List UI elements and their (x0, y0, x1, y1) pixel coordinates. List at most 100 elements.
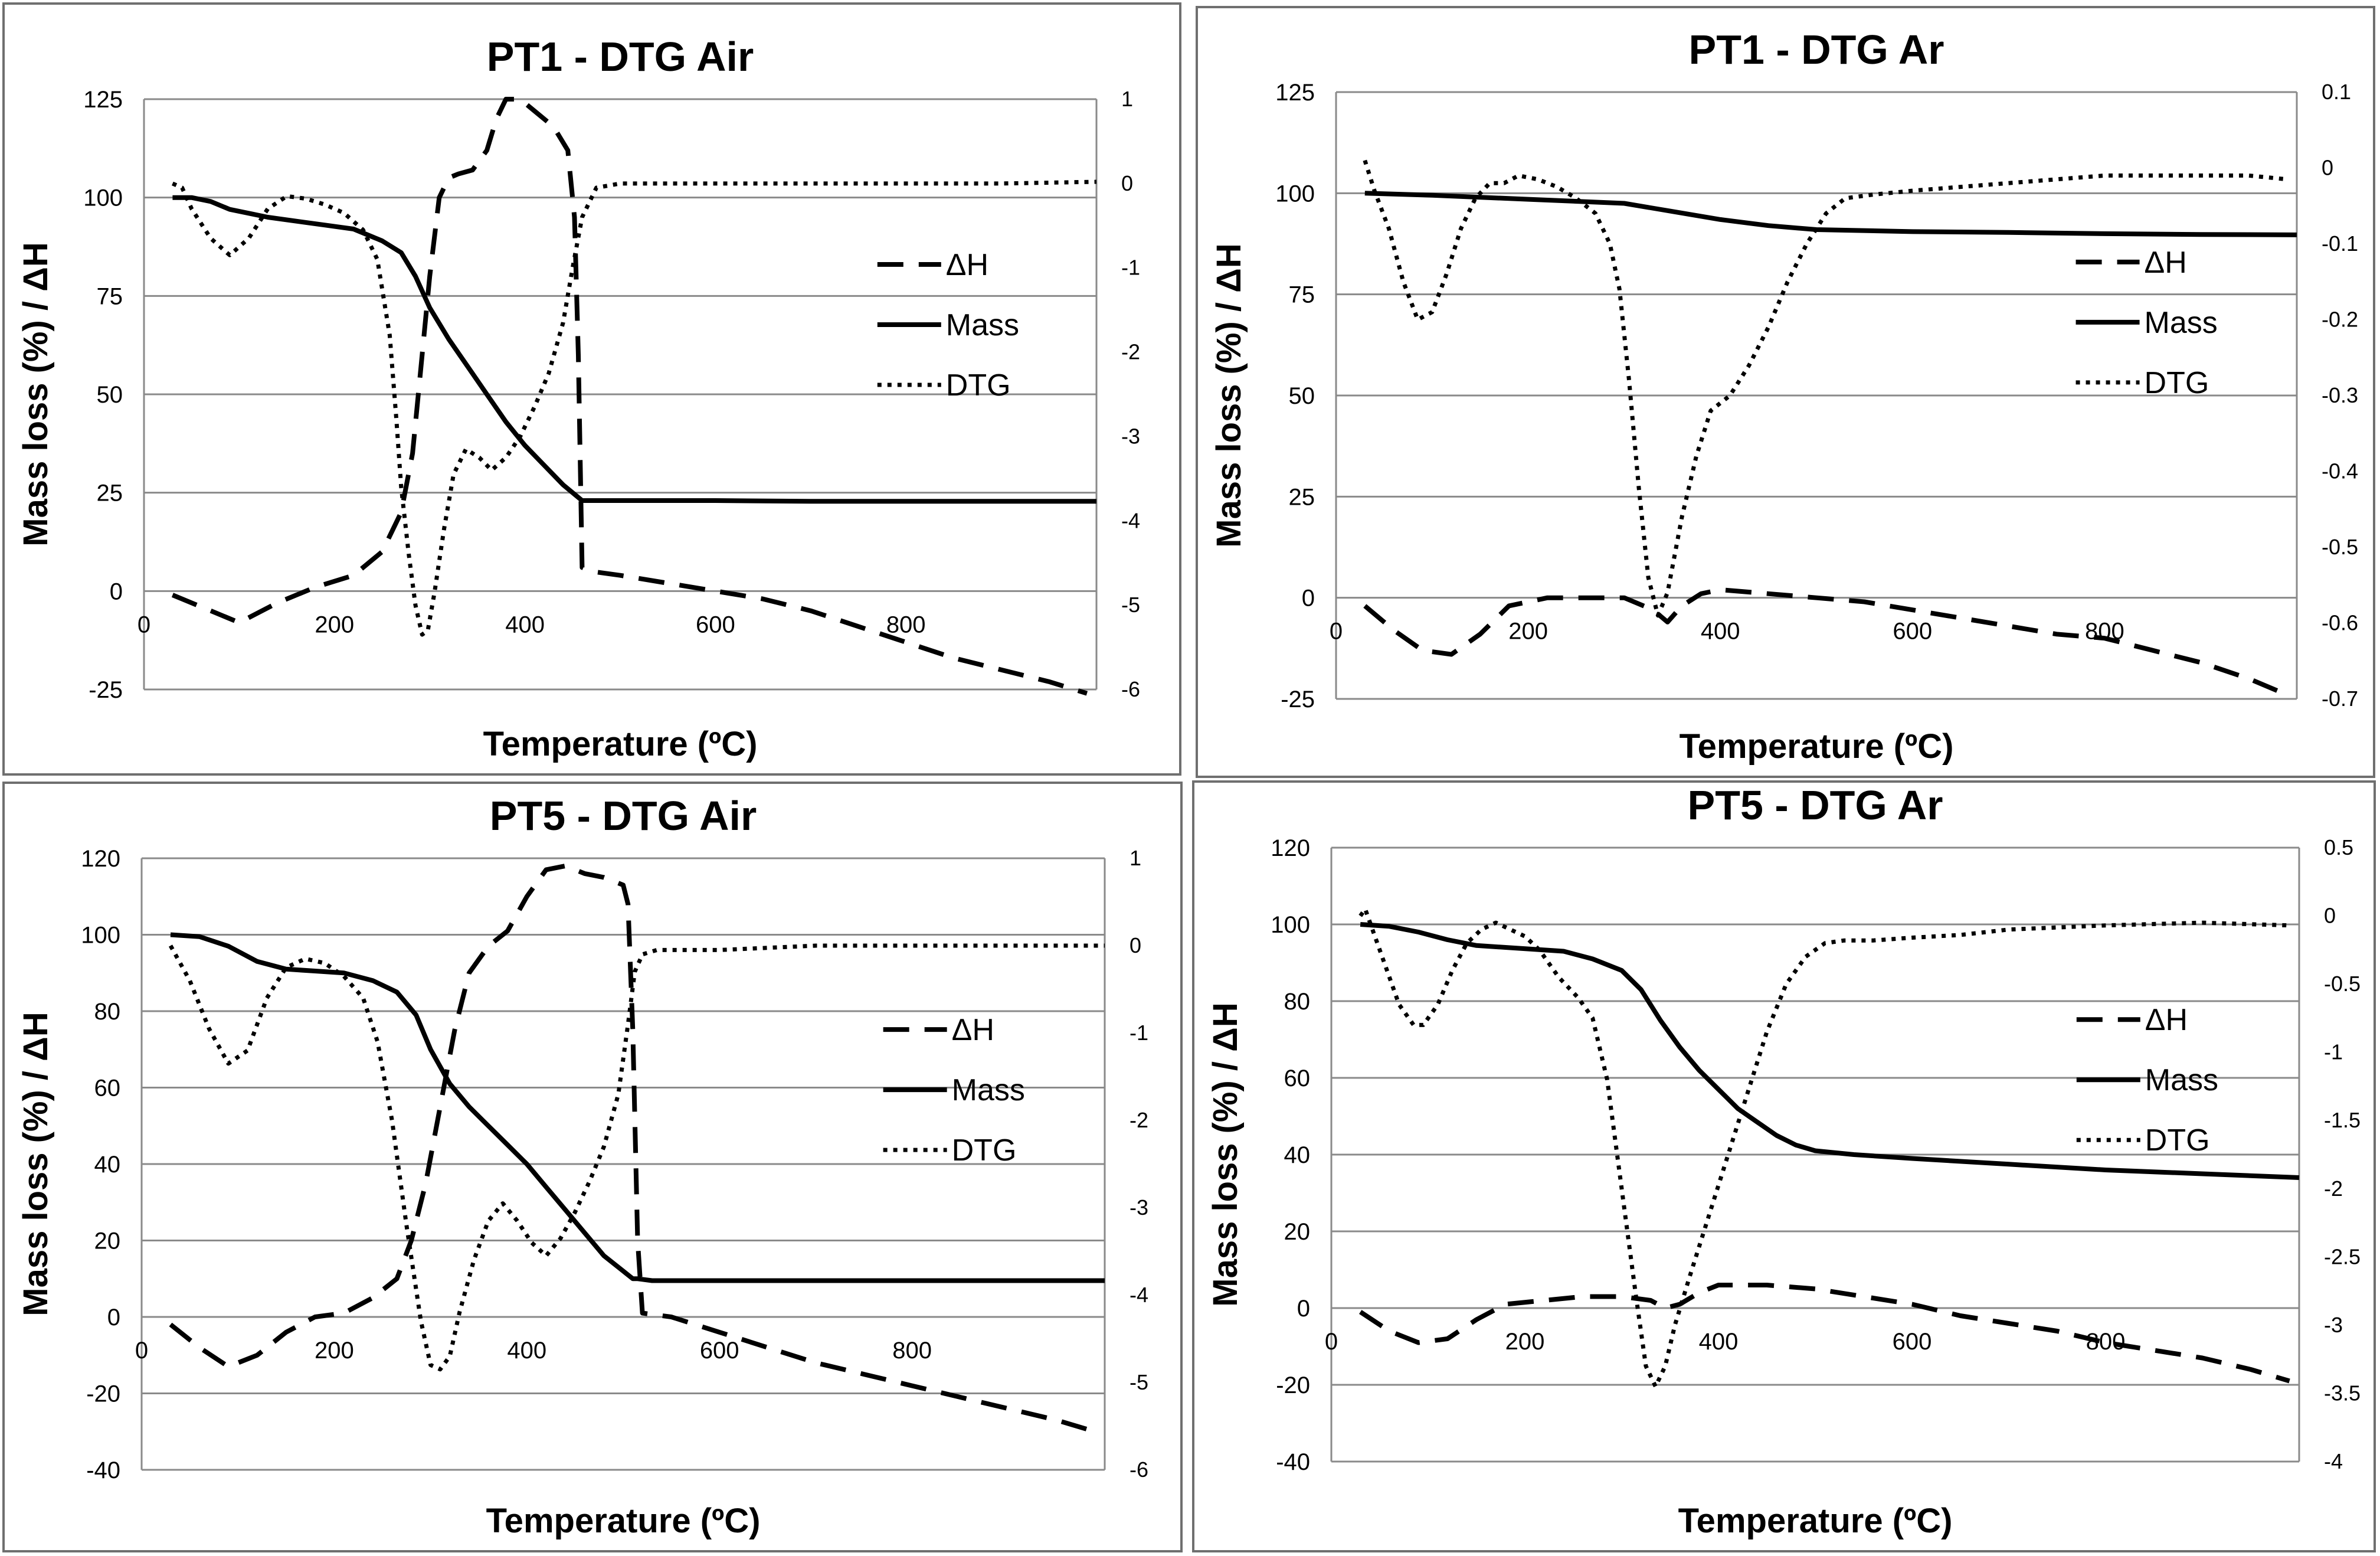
legend-label-dtg: DTG (952, 1133, 1017, 1168)
series-line-dtg (1363, 159, 2288, 618)
y2-tick-label: -0.4 (2322, 459, 2358, 483)
y2-tick-label: -0.1 (2322, 231, 2358, 256)
x-tick-label: 0 (135, 1338, 148, 1364)
series-line-mass (172, 195, 1096, 504)
y-tick-label: 50 (1289, 383, 1315, 409)
y-axis-label: Mass loss (%) / ΔH (1210, 243, 1248, 548)
chart-panel-pt1-air: 125 100 75 50 25 0 -25 1 0 -1 -2 -3 -4 -5 -6 0 200 400 600… (2, 2, 1181, 776)
y-tick-label: 120 (1271, 835, 1310, 861)
y-tick-label: 0 (1297, 1296, 1310, 1322)
series-line-mass (170, 932, 1105, 1283)
y2-tick-label: -2 (2324, 1176, 2343, 1201)
y2-tick-label: -0.7 (2322, 687, 2358, 711)
chart-panel-pt5-air: 120 100 80 60 40 20 0 -20 -40 1 0 -1 -2 -3 -4 -5 -6 0 200 4… (2, 782, 1183, 1552)
y-tick-label: -25 (1281, 687, 1315, 712)
y-tick-label: -20 (86, 1381, 120, 1407)
y2-tick-label: -0.5 (2322, 535, 2358, 559)
y-tick-label: 40 (94, 1152, 121, 1178)
y2-tick-label: -2 (1121, 340, 1140, 364)
legend-label-dh: ΔH (952, 1013, 994, 1047)
y-tick-label: 75 (1289, 282, 1315, 308)
y-axis-label: Mass loss (%) / ΔH (17, 1012, 55, 1316)
x-tick-label: 400 (1699, 1329, 1739, 1355)
series-line-dh (171, 97, 1088, 696)
y-tick-label: 80 (1284, 989, 1311, 1015)
y-tick-label: 25 (1289, 484, 1315, 510)
y-tick-label: 80 (94, 999, 121, 1025)
x-tick-label: 400 (507, 1338, 546, 1364)
y-tick-label: -40 (86, 1457, 120, 1483)
x-tick-label: 200 (1505, 1329, 1545, 1355)
chart-svg: 125 100 75 50 25 0 -25 1 0 -1 -2 -3 -4 -5 -6 0 200 400 600… (17, 34, 1140, 763)
x-tick-label: 200 (315, 1338, 354, 1364)
y2-tick-label: -5 (1121, 593, 1140, 617)
chart-panel-pt1-ar: 125 100 75 50 25 0 -25 0.1 0 -0.1 -0.2 -0.3 -0.4 -0.5… (1196, 6, 2375, 778)
y2-tick-label: -4 (1121, 508, 1140, 532)
y2-tick-label: -0.6 (2322, 611, 2358, 635)
legend-label-dtg: DTG (2145, 1123, 2210, 1158)
x-tick-label: 200 (1508, 619, 1548, 645)
y-axis-label: Mass loss (%) / ΔH (17, 242, 55, 547)
y2-tick-label: -3.5 (2324, 1381, 2361, 1405)
y-tick-label: 100 (81, 923, 120, 949)
x-tick-label: 400 (1701, 619, 1740, 645)
y2-tick-label: -3 (1121, 424, 1140, 448)
y-tick-label: 125 (83, 87, 123, 113)
y2-tick-label: 0 (2322, 156, 2333, 180)
series-line-mass (1360, 922, 2300, 1180)
chart-panel-pt5-ar: 120 100 80 60 40 20 0 -20 -40 0.5 0 -0.5 -1 -1.5 -2 -2.… (1192, 780, 2376, 1552)
y2-tick-label: -1.5 (2324, 1108, 2361, 1132)
legend-label-dtg: DTG (2145, 366, 2209, 400)
y2-tick-label: -2 (1130, 1108, 1148, 1132)
y2-tick-label: -4 (1130, 1283, 1148, 1307)
y2-tick-label: -0.2 (2322, 308, 2358, 332)
y-tick-label: 20 (94, 1228, 121, 1254)
y-tick-label: 0 (1302, 586, 1315, 612)
y2-tick-label: -3 (2324, 1313, 2343, 1337)
y2-tick-label: -5 (1130, 1370, 1148, 1394)
y-tick-label: 60 (1284, 1065, 1311, 1091)
y2-tick-label: -0.3 (2322, 383, 2358, 407)
y2-tick-label: 0 (1130, 933, 1141, 957)
y2-tick-label: 1 (1130, 846, 1141, 870)
legend-label-dh: ΔH (2145, 246, 2187, 280)
chart-title: PT5 - DTG Air (490, 793, 757, 839)
legend-label-mass: Mass (946, 308, 1019, 342)
y2-tick-label: 0 (2324, 904, 2336, 928)
x-tick-label: 0 (1325, 1329, 1338, 1355)
series-line-dh (1363, 587, 2289, 697)
y-axis-label: Mass loss (%) / ΔH (1206, 1002, 1245, 1307)
y-tick-label: -40 (1276, 1449, 1310, 1475)
y-tick-label: 0 (107, 1305, 120, 1331)
y2-tick-label: -6 (1121, 677, 1140, 701)
series-line-dh (1358, 1283, 2290, 1384)
y-tick-label: 60 (94, 1076, 121, 1101)
x-tick-label: 200 (315, 612, 354, 638)
legend-label-mass: Mass (952, 1073, 1025, 1107)
y-tick-label: 120 (81, 846, 120, 872)
y-tick-label: 100 (83, 185, 123, 211)
y-tick-label: 100 (1275, 181, 1315, 207)
legend-label-dh: ΔH (946, 248, 988, 282)
y-tick-label: 75 (97, 283, 123, 309)
x-tick-label: 600 (696, 612, 735, 638)
y-tick-label: 20 (1284, 1219, 1311, 1245)
y2-tick-label: -1 (1130, 1021, 1148, 1045)
x-axis-label: Temperature (ºC) (486, 1502, 761, 1540)
series-line-dh (169, 863, 1096, 1434)
x-tick-label: 600 (700, 1338, 739, 1364)
y-tick-label: 40 (1284, 1142, 1311, 1168)
y-tick-label: 100 (1271, 912, 1310, 938)
x-tick-label: 0 (1330, 619, 1343, 645)
x-tick-label: 0 (138, 612, 150, 638)
y2-tick-label: -3 (1130, 1195, 1148, 1220)
legend-label-dtg: DTG (946, 368, 1011, 403)
y-tick-label: -20 (1276, 1372, 1310, 1398)
x-tick-label: 600 (1893, 1329, 1932, 1355)
y2-tick-label: 1 (1121, 87, 1133, 111)
chart-title: PT1 - DTG Ar (1689, 27, 1944, 73)
y-tick-label: 50 (97, 382, 123, 408)
chart-svg: 120100806040200-20-400.50-0.5-1-1.5-2-2.… (1206, 783, 2361, 1540)
y2-tick-label: 0.1 (2322, 80, 2351, 104)
